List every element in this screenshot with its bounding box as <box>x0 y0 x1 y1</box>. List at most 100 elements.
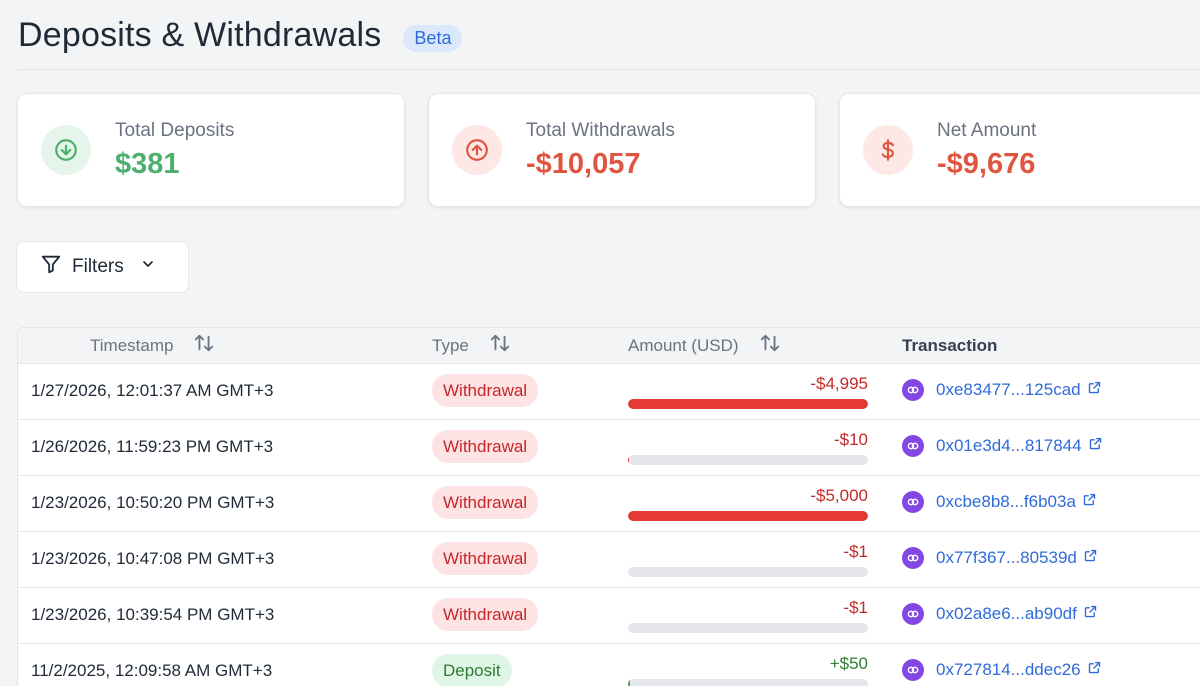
transaction-link[interactable]: 0x727814...ddec26 <box>936 660 1102 680</box>
card-value: -$9,676 <box>937 147 1036 180</box>
amount-cell: -$10 <box>628 430 868 465</box>
amount-bar-fill <box>628 399 868 409</box>
amount-value: -$4,995 <box>810 374 868 393</box>
sort-icon[interactable] <box>489 333 511 358</box>
amount-bar-fill <box>628 679 631 686</box>
card-label: Total Deposits <box>115 119 235 141</box>
arrow-up-circle-icon <box>452 125 502 175</box>
timestamp-cell: 1/23/2026, 10:39:54 PM GMT+3 <box>31 605 275 624</box>
polygon-icon <box>902 435 924 457</box>
transaction-link[interactable]: 0x77f367...80539d <box>936 548 1098 568</box>
transaction-hash: 0xe83477...125cad <box>936 380 1081 399</box>
external-link-icon <box>1087 660 1102 680</box>
transactions-table: Timestamp Type Amount (USD) Transaction … <box>17 327 1200 686</box>
transaction-link[interactable]: 0x01e3d4...817844 <box>936 436 1103 456</box>
column-type[interactable]: Type <box>432 333 511 358</box>
type-badge: Withdrawal <box>432 486 539 519</box>
amount-cell: -$1 <box>628 542 868 577</box>
transaction-link[interactable]: 0x02a8e6...ab90df <box>936 604 1098 624</box>
polygon-icon <box>902 603 924 625</box>
transaction-link[interactable]: 0xcbe8b8...f6b03a <box>936 492 1097 512</box>
transaction-link[interactable]: 0xe83477...125cad <box>936 380 1102 400</box>
chevron-down-icon <box>140 256 156 278</box>
transaction-hash: 0xcbe8b8...f6b03a <box>936 492 1076 511</box>
transaction-cell: 0x01e3d4...817844 <box>902 435 1103 457</box>
sort-icon[interactable] <box>193 333 215 358</box>
timestamp-cell: 11/2/2025, 12:09:58 AM GMT+3 <box>31 661 273 680</box>
transaction-hash: 0x77f367...80539d <box>936 548 1077 567</box>
amount-bar-fill <box>628 511 868 521</box>
table-row: 1/27/2026, 12:01:37 AM GMT+3 Withdrawal … <box>18 364 1200 420</box>
card-total-deposits: Total Deposits $381 <box>17 93 405 207</box>
amount-value: -$10 <box>833 430 868 449</box>
type-badge: Withdrawal <box>432 430 539 463</box>
transaction-cell: 0x02a8e6...ab90df <box>902 603 1098 625</box>
card-label: Total Withdrawals <box>526 119 675 141</box>
type-badge: Withdrawal <box>432 542 539 575</box>
external-link-icon <box>1087 380 1102 400</box>
timestamp-cell: 1/26/2026, 11:59:23 PM GMT+3 <box>31 437 274 456</box>
column-timestamp[interactable]: Timestamp <box>90 333 215 358</box>
amount-bar <box>628 455 868 465</box>
polygon-icon <box>902 659 924 681</box>
transaction-cell: 0xcbe8b8...f6b03a <box>902 491 1097 513</box>
timestamp-cell: 1/23/2026, 10:50:20 PM GMT+3 <box>31 493 275 512</box>
table-row: 1/23/2026, 10:50:20 PM GMT+3 Withdrawal … <box>18 476 1200 532</box>
type-badge: Withdrawal <box>432 598 539 631</box>
transaction-hash: 0x01e3d4...817844 <box>936 436 1082 455</box>
amount-value: -$1 <box>843 542 868 561</box>
summary-cards: Total Deposits $381 Total Withdrawals -$… <box>17 93 1200 207</box>
dollar-icon <box>863 125 913 175</box>
transaction-hash: 0x727814...ddec26 <box>936 660 1081 679</box>
transaction-cell: 0xe83477...125cad <box>902 379 1102 401</box>
table-row: 1/23/2026, 10:39:54 PM GMT+3 Withdrawal … <box>18 588 1200 644</box>
polygon-icon <box>902 547 924 569</box>
table-row: 11/2/2025, 12:09:58 AM GMT+3 Deposit +$5… <box>18 644 1200 686</box>
external-link-icon <box>1082 492 1097 512</box>
table-body: 1/27/2026, 12:01:37 AM GMT+3 Withdrawal … <box>18 364 1200 686</box>
column-amount[interactable]: Amount (USD) <box>628 333 781 358</box>
amount-cell: -$4,995 <box>628 374 868 409</box>
amount-bar <box>628 399 868 409</box>
timestamp-cell: 1/27/2026, 12:01:37 AM GMT+3 <box>31 381 274 400</box>
transaction-cell: 0x77f367...80539d <box>902 547 1098 569</box>
card-label: Net Amount <box>937 119 1037 141</box>
filter-icon <box>40 253 62 281</box>
sort-icon[interactable] <box>759 333 781 358</box>
external-link-icon <box>1083 604 1098 624</box>
card-net-amount: Net Amount -$9,676 <box>839 93 1200 207</box>
column-label: Type <box>432 335 469 355</box>
transaction-hash: 0x02a8e6...ab90df <box>936 604 1077 623</box>
polygon-icon <box>902 491 924 513</box>
column-transaction: Transaction <box>902 336 997 356</box>
page-header: Deposits & Withdrawals Beta <box>18 14 1200 70</box>
column-label: Timestamp <box>90 335 174 355</box>
polygon-icon <box>902 379 924 401</box>
amount-bar <box>628 567 868 577</box>
filters-button[interactable]: Filters <box>16 241 189 293</box>
amount-bar <box>628 679 868 686</box>
external-link-icon <box>1083 548 1098 568</box>
table-header: Timestamp Type Amount (USD) Transaction <box>18 328 1200 364</box>
page-title: Deposits & Withdrawals <box>18 16 382 54</box>
type-badge: Withdrawal <box>432 374 539 407</box>
amount-bar <box>628 623 868 633</box>
amount-value: +$50 <box>829 654 868 673</box>
filters-label: Filters <box>72 256 124 277</box>
timestamp-cell: 1/23/2026, 10:47:08 PM GMT+3 <box>31 549 275 568</box>
external-link-icon <box>1088 436 1103 456</box>
table-row: 1/26/2026, 11:59:23 PM GMT+3 Withdrawal … <box>18 420 1200 476</box>
card-value: -$10,057 <box>526 147 641 180</box>
amount-value: -$5,000 <box>810 486 868 505</box>
amount-bar <box>628 511 868 521</box>
card-total-withdrawals: Total Withdrawals -$10,057 <box>428 93 816 207</box>
beta-badge: Beta <box>403 25 463 52</box>
arrow-down-circle-icon <box>41 125 91 175</box>
amount-cell: +$50 <box>628 654 868 686</box>
card-value: $381 <box>115 147 180 180</box>
transaction-cell: 0x727814...ddec26 <box>902 659 1102 681</box>
amount-cell: -$5,000 <box>628 486 868 521</box>
amount-value: -$1 <box>843 598 868 617</box>
type-badge: Deposit <box>432 654 512 686</box>
amount-cell: -$1 <box>628 598 868 633</box>
